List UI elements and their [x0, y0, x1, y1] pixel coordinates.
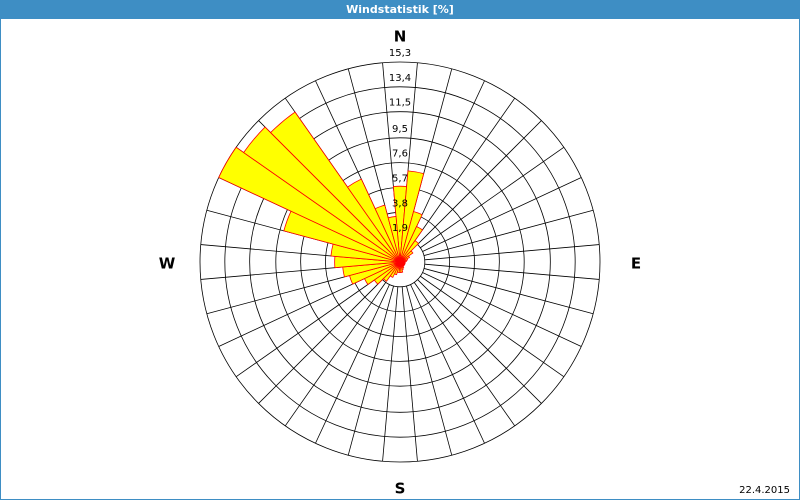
grid-ring: [249, 111, 551, 413]
spoke: [424, 244, 600, 261]
grid-ring: [199, 61, 601, 463]
spoke: [315, 284, 390, 444]
spoke: [423, 209, 594, 256]
ring-label: 11,5: [389, 98, 411, 109]
title-bar: [0, 0, 800, 19]
spoke: [424, 263, 600, 280]
grid-ring: [275, 137, 525, 387]
ring-label: 13,4: [389, 73, 411, 84]
date-label: 22.4.2015: [739, 485, 790, 496]
grid-ring: [300, 162, 500, 362]
spoke: [420, 275, 565, 378]
wind-sector: [243, 126, 401, 263]
spoke: [258, 279, 383, 404]
chart-title: Windstatistik [%]: [346, 3, 454, 16]
wind-sector: [218, 146, 401, 263]
spoke: [422, 272, 582, 347]
wind-sector: [374, 204, 401, 263]
ring-label: 9,5: [392, 124, 408, 135]
spoke: [422, 177, 582, 252]
ring-label: 1,9: [392, 223, 408, 234]
spoke: [401, 286, 418, 462]
spoke: [284, 282, 387, 427]
compass-label: W: [159, 255, 176, 273]
wind-sector: [270, 111, 401, 263]
spoke: [413, 282, 516, 427]
spoke: [423, 268, 594, 315]
wind-sector: [399, 225, 424, 263]
wind-sector: [399, 240, 420, 263]
ring-label: 3,8: [392, 198, 408, 209]
wind-sector: [399, 250, 414, 263]
ring-label: 15,3: [389, 48, 411, 59]
grid-ring: [224, 86, 576, 438]
spoke: [406, 285, 453, 456]
compass-label: E: [631, 255, 641, 273]
spoke: [410, 80, 485, 240]
spoke: [420, 146, 565, 249]
spoke: [347, 285, 394, 456]
spoke: [417, 120, 542, 245]
spoke: [235, 275, 380, 378]
ring-label: 5,7: [392, 173, 408, 184]
spoke: [410, 284, 485, 444]
ring-label: 7,6: [392, 149, 408, 160]
wind-sector: [387, 215, 401, 263]
compass-label: S: [395, 480, 406, 498]
spoke: [413, 97, 516, 242]
wind-sector: [346, 178, 401, 263]
spoke: [382, 286, 399, 462]
spoke: [417, 279, 542, 404]
spoke: [218, 272, 378, 347]
compass-label: N: [394, 28, 407, 46]
